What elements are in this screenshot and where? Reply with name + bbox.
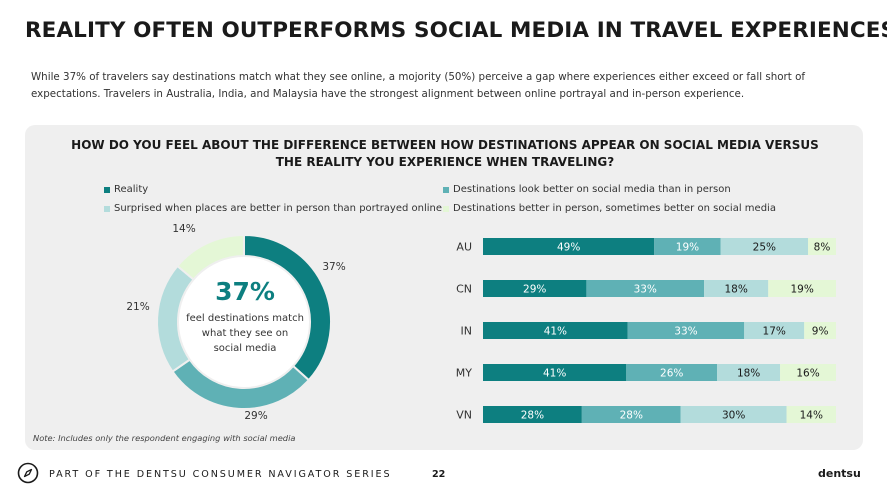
bar-category-label: AU xyxy=(456,241,472,254)
page-subtitle: While 37% of travelers say destinations … xyxy=(31,71,806,100)
legend-item-sometimes-better: Destinations better in person, sometimes… xyxy=(443,203,776,214)
legend-swatch-looks-better-online xyxy=(443,186,449,193)
bar-segment-label: 30% xyxy=(722,410,745,422)
bar-segment xyxy=(808,238,836,255)
footnote: Note: Includes only the respondent engag… xyxy=(33,433,296,443)
donut-center-text: feel destinations match what they see on… xyxy=(186,313,304,354)
donut-slice-label: 21% xyxy=(126,301,149,313)
bar-segment xyxy=(483,280,587,297)
bar-category-label: IN xyxy=(461,325,472,338)
bar-segment xyxy=(483,406,582,423)
bar-segment xyxy=(586,280,705,297)
donut-slice-label: 29% xyxy=(244,410,267,422)
donut-center-value: 37% xyxy=(215,277,275,306)
bar-segment xyxy=(627,322,745,339)
bar-segment-label: 18% xyxy=(737,368,760,380)
bar-segment-label: 29% xyxy=(523,284,546,296)
page-number: 22 xyxy=(432,469,446,480)
footer-series-text: PART OF THE DENTSU CONSUMER NAVIGATOR SE… xyxy=(49,469,392,480)
bar-segment xyxy=(704,280,769,297)
bar-segment-label: 28% xyxy=(521,410,544,422)
bar-segment xyxy=(768,280,836,297)
bar-segment xyxy=(626,364,718,381)
bar-category-label: CN xyxy=(456,283,472,296)
legend-item-surprised-better-in-person: Surprised when places are better in pers… xyxy=(104,203,442,214)
bar-segment-label: 18% xyxy=(724,284,747,296)
donut-slice-label: 14% xyxy=(172,223,195,235)
bar-segment xyxy=(717,364,781,381)
legend-item-looks-better-online: Destinations look better on social media… xyxy=(443,184,731,195)
legend-label-sometimes-better: Destinations better in person, sometimes… xyxy=(453,203,776,214)
bar-segment xyxy=(483,322,628,339)
bar-segment-label: 16% xyxy=(796,368,819,380)
bar-category-label: VN xyxy=(456,409,472,422)
legend-label-looks-better-online: Destinations look better on social media… xyxy=(453,184,731,195)
legend-swatch-sometimes-better xyxy=(443,205,449,212)
legend-item-reality: Reality xyxy=(104,184,148,195)
donut-slice xyxy=(176,233,245,281)
legend-swatch-surprised-better-in-person xyxy=(104,205,110,212)
bar-segment-label: 17% xyxy=(763,326,786,338)
legend-label-reality: Reality xyxy=(114,184,149,195)
bar-segment-label: 9% xyxy=(812,326,829,338)
legend-swatch-reality xyxy=(104,186,110,193)
bar-segment-label: 49% xyxy=(557,242,580,254)
bar-segment-label: 41% xyxy=(544,326,567,338)
compass-icon xyxy=(17,462,39,484)
bar-category-label: MY xyxy=(456,367,472,380)
page-title: REALITY OFTEN OUTPERFORMS SOCIAL MEDIA I… xyxy=(25,18,887,43)
bar-segment-label: 33% xyxy=(634,284,657,296)
donut-slice-label: 37% xyxy=(322,261,345,273)
bar-segment xyxy=(680,406,787,423)
legend-label-surprised-better-in-person: Surprised when places are better in pers… xyxy=(114,203,443,214)
donut-hole xyxy=(179,257,309,387)
bar-segment-label: 25% xyxy=(753,242,776,254)
bar-segment xyxy=(720,238,809,255)
bar-segment xyxy=(786,406,836,423)
bar-segment-label: 19% xyxy=(790,284,813,296)
bar-segment-label: 33% xyxy=(674,326,697,338)
bar-segment xyxy=(780,364,836,381)
brand-logo: dentsu xyxy=(818,467,861,480)
bar-segment xyxy=(483,364,627,381)
bar-segment-label: 28% xyxy=(620,410,643,422)
bar-segment xyxy=(581,406,681,423)
bar-segment xyxy=(483,238,655,255)
chart-question: HOW DO YOU FEEL ABOUT THE DIFFERENCE BET… xyxy=(71,138,819,169)
bar-segment xyxy=(654,238,721,255)
bar-segment-label: 8% xyxy=(814,242,831,254)
bar-segment-label: 41% xyxy=(543,368,566,380)
bar-segment xyxy=(744,322,805,339)
bar-segment xyxy=(804,322,836,339)
bar-segment-label: 19% xyxy=(676,242,699,254)
bar-segment-label: 14% xyxy=(800,410,823,422)
bar-segment-label: 26% xyxy=(660,368,683,380)
